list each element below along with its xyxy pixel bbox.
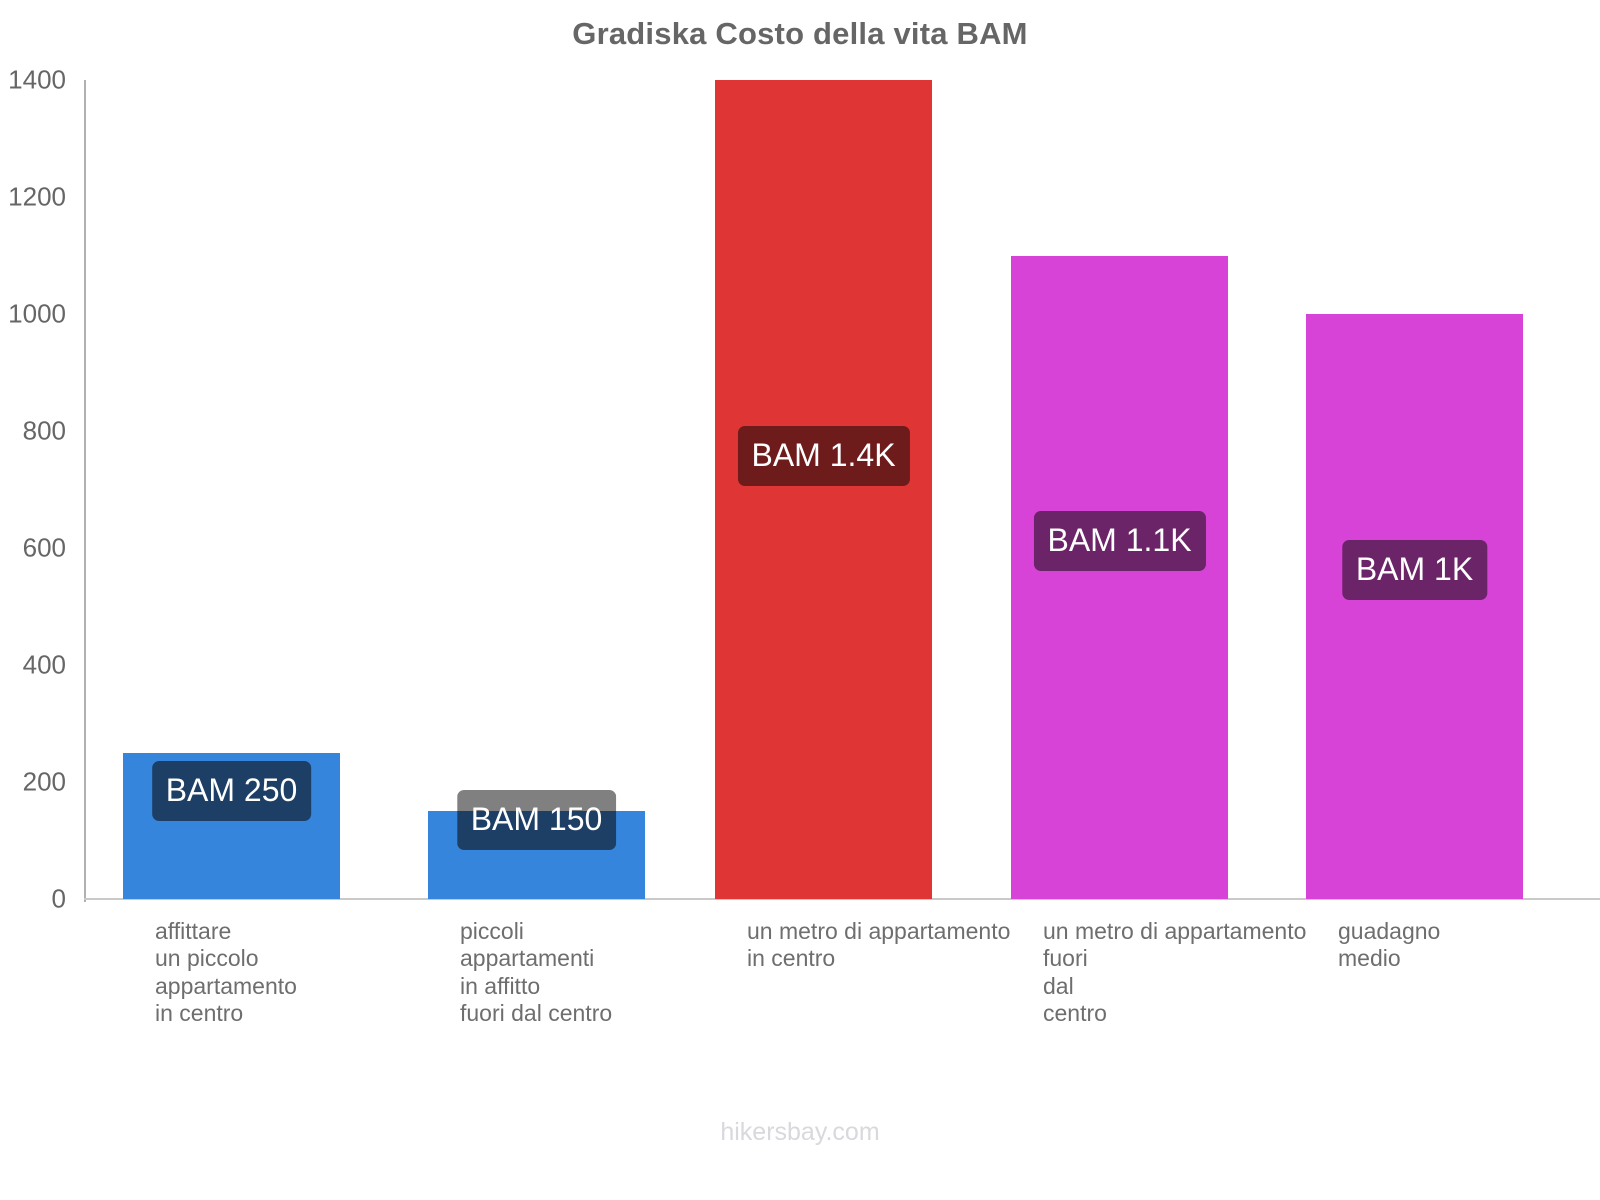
y-axis-tick-label: 1000 bbox=[8, 298, 66, 329]
chart-plot-area: 0 200 400 600 800 1000 1200 1400 BAM 250 BAM 150… bbox=[8, 65, 1600, 914]
bar-rect[interactable] bbox=[715, 80, 932, 899]
y-axis-line bbox=[84, 80, 86, 902]
bar-value-label: BAM 150 bbox=[456, 790, 617, 850]
bar-rect[interactable] bbox=[1306, 314, 1523, 899]
bar[interactable]: BAM 1.4K bbox=[715, 80, 932, 899]
bar[interactable]: BAM 1.1K bbox=[1011, 80, 1228, 899]
bar-value-label-bg-top bbox=[456, 790, 617, 812]
x-axis-category-label: un metro di appartamento fuori dal centr… bbox=[1043, 918, 1307, 1027]
x-axis-category-label: un metro di appartamento in centro bbox=[747, 918, 1011, 972]
bar-value-label-bg-bottom bbox=[456, 811, 617, 850]
bar[interactable]: BAM 150 bbox=[428, 80, 645, 899]
bar-value-label-text: BAM 1K bbox=[1355, 551, 1474, 587]
bar-value-label-text: BAM 250 bbox=[165, 772, 298, 808]
bar-value-label: BAM 250 bbox=[151, 761, 312, 821]
bar[interactable]: BAM 1K bbox=[1306, 80, 1523, 899]
x-axis-category-label: guadagno medio bbox=[1338, 918, 1441, 972]
page-title: Gradiska Costo della vita BAM bbox=[572, 16, 1028, 51]
y-axis-tick-label: 1200 bbox=[8, 181, 66, 212]
footer-watermark: hikersbay.com bbox=[720, 1118, 880, 1146]
x-axis-line bbox=[84, 898, 1600, 900]
bar-value-label-text: BAM 150 bbox=[470, 801, 603, 837]
y-axis-tick-label: 600 bbox=[22, 532, 66, 563]
bar-value-label-text: BAM 1.4K bbox=[751, 437, 896, 473]
bar-rect[interactable] bbox=[1011, 255, 1228, 899]
bar-value-label: BAM 1K bbox=[1341, 540, 1488, 600]
y-axis-tick-label: 400 bbox=[22, 649, 66, 680]
bar-value-label: BAM 1.1K bbox=[1033, 511, 1206, 571]
bar-value-label-text: BAM 1.1K bbox=[1047, 522, 1192, 558]
y-axis-tick-label: 200 bbox=[22, 766, 66, 797]
x-axis-category-label: piccoli appartamenti in affitto fuori da… bbox=[460, 918, 613, 1027]
y-axis-tick-label: 0 bbox=[51, 883, 66, 914]
y-axis-tick-label: 800 bbox=[22, 415, 66, 446]
x-axis-category-label: affittare un piccolo appartamento in cen… bbox=[155, 918, 297, 1027]
bar[interactable]: BAM 250 bbox=[123, 80, 340, 899]
bar-value-label: BAM 1.4K bbox=[737, 426, 910, 486]
y-axis-tick-label: 1400 bbox=[8, 64, 66, 95]
